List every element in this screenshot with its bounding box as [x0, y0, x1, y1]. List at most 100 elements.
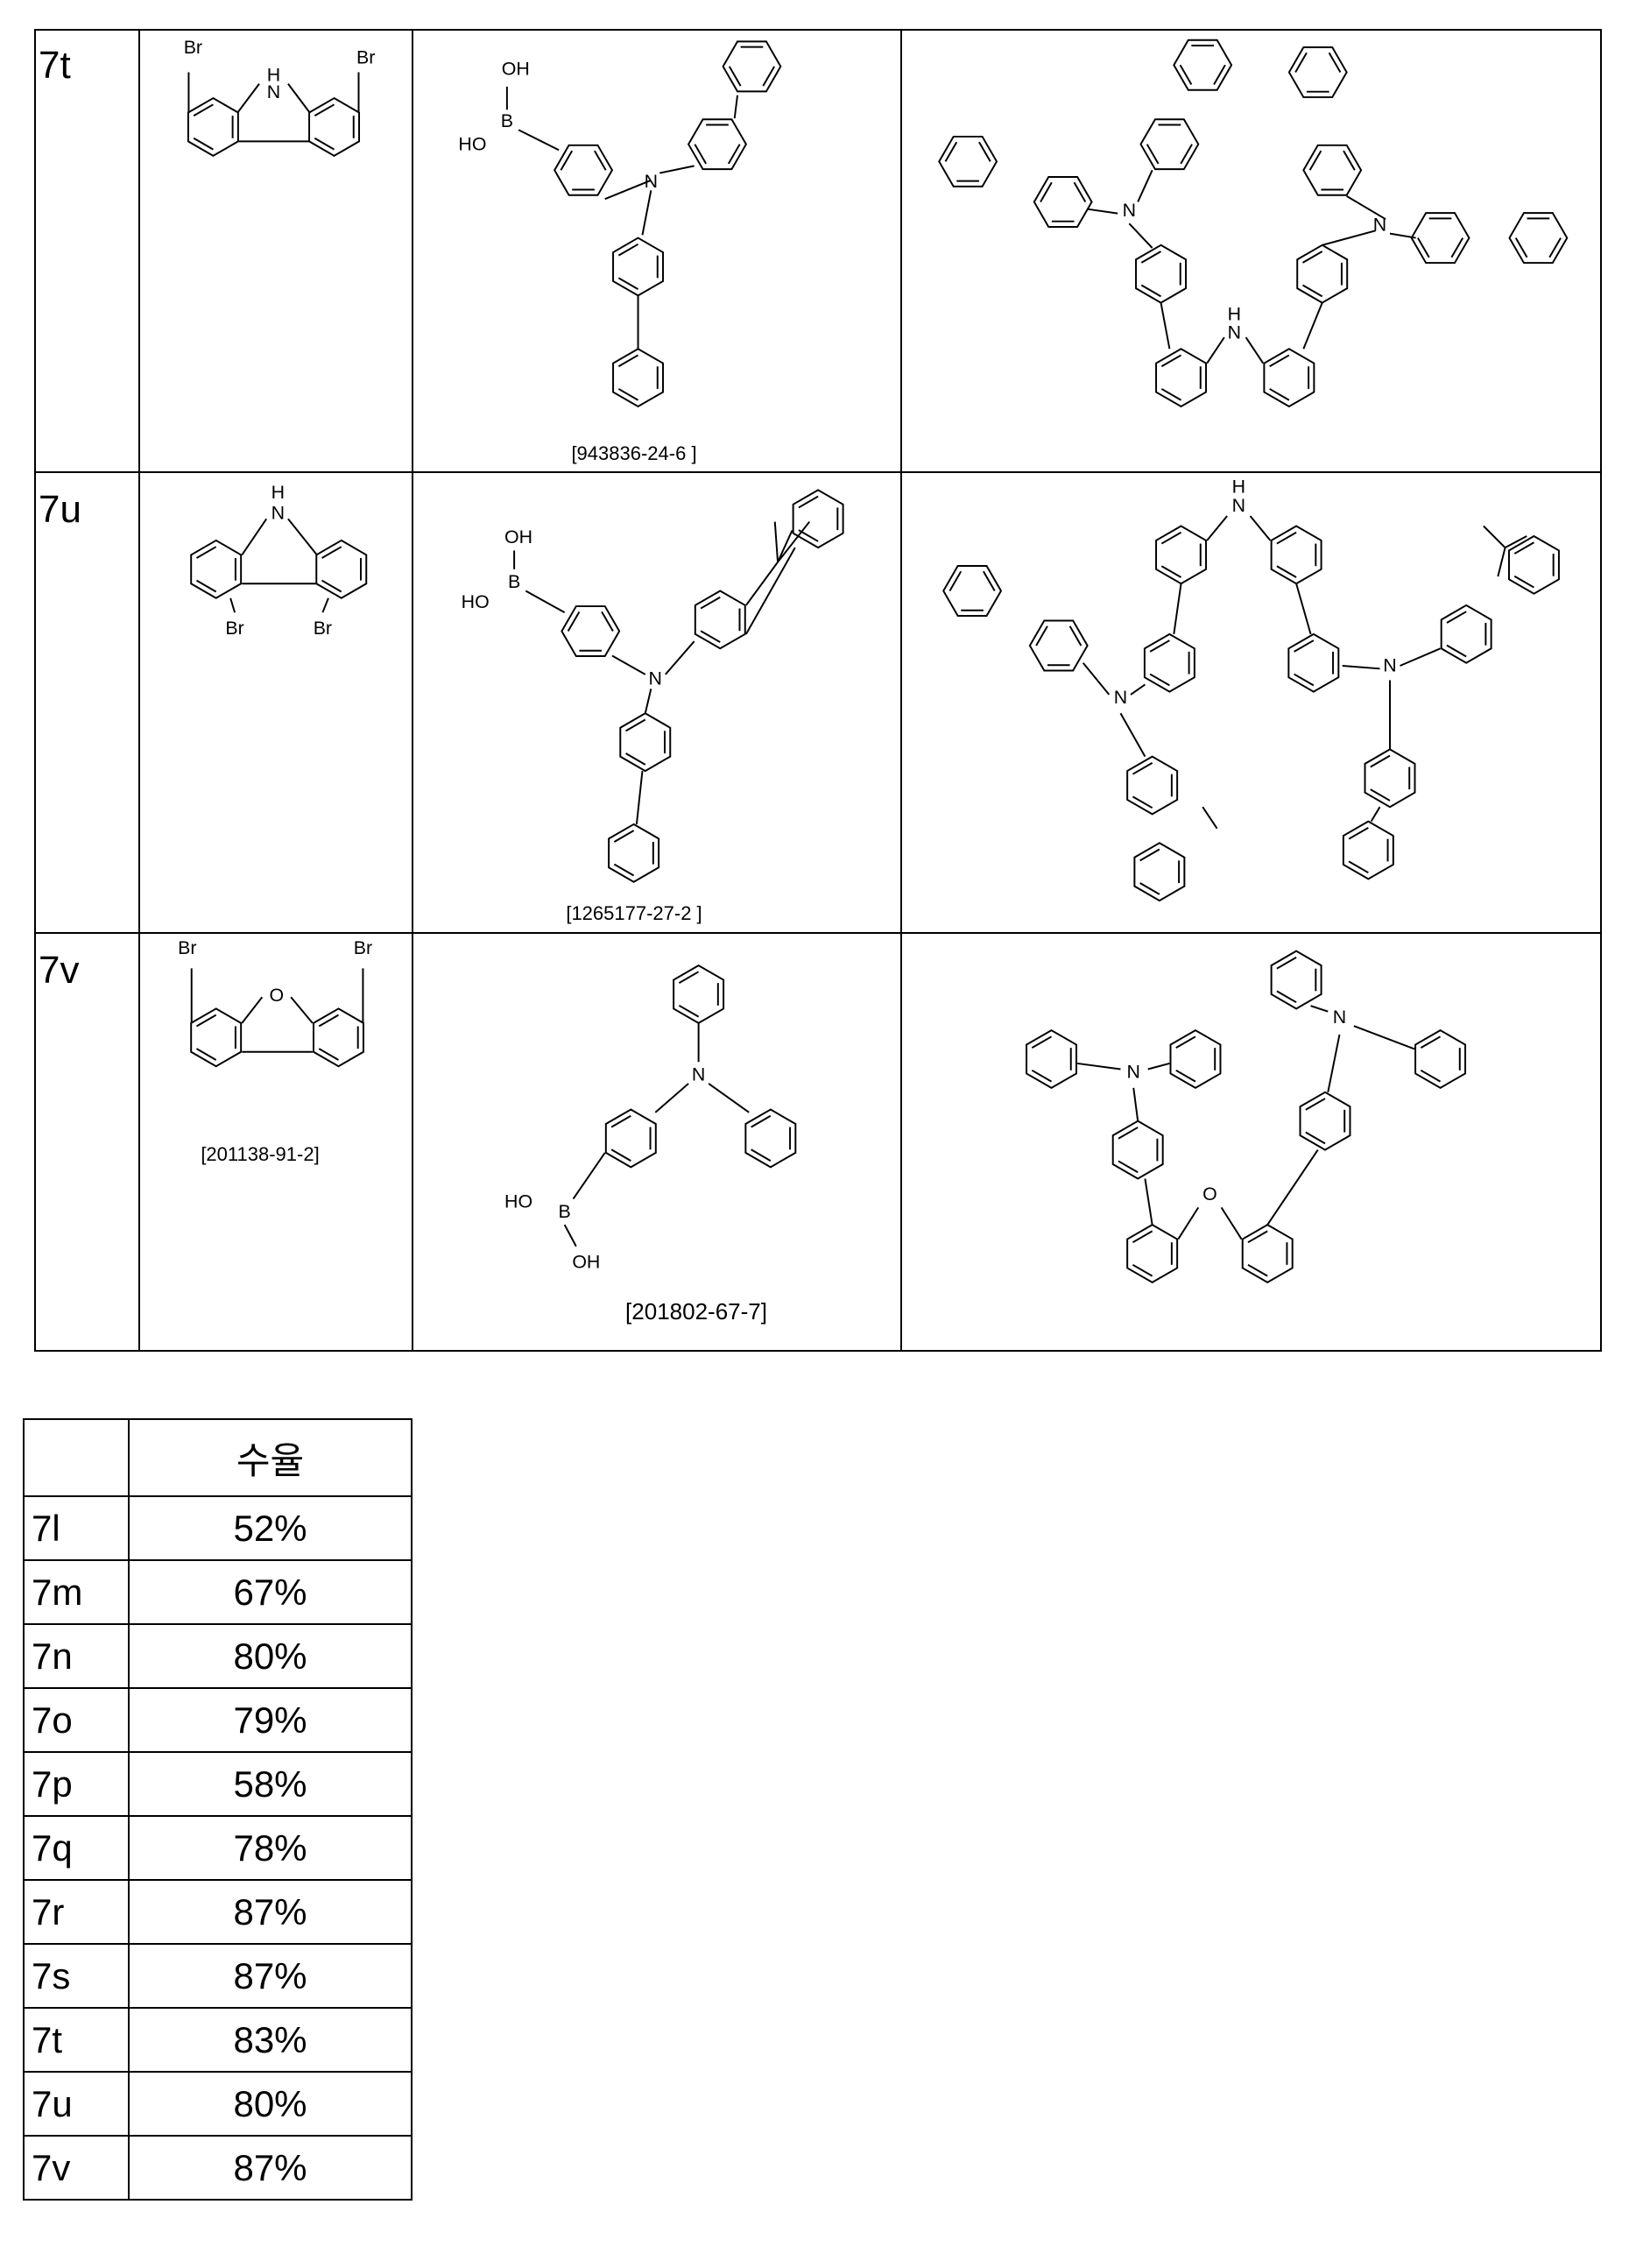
- yield-value: 52%: [129, 1496, 412, 1560]
- benzene-ring: [695, 591, 745, 649]
- benzene-ring: [1289, 47, 1347, 97]
- benzene-ring: [1026, 1030, 1076, 1088]
- double-bond: [1070, 626, 1082, 646]
- double-bond: [1418, 238, 1429, 258]
- double-bond: [1150, 640, 1169, 652]
- double-bond: [701, 597, 720, 609]
- bond: [666, 641, 695, 675]
- double-bond: [945, 142, 956, 161]
- bond: [1246, 337, 1264, 364]
- double-bond: [1516, 238, 1527, 258]
- benzene-ring: [1415, 1030, 1465, 1088]
- double-bond: [322, 547, 342, 558]
- double-bond: [1294, 675, 1314, 686]
- yield-row: 7m67%: [24, 1560, 412, 1624]
- double-bond: [1349, 828, 1368, 839]
- double-bond: [1343, 151, 1355, 170]
- double-bond: [1140, 883, 1160, 894]
- benzene-ring: [1510, 213, 1568, 263]
- atom-label: OH: [504, 526, 532, 548]
- double-bond: [319, 1015, 338, 1027]
- oxygen-label: O: [1202, 1183, 1217, 1205]
- bond: [1303, 303, 1322, 350]
- bond: [230, 598, 235, 612]
- bond: [291, 997, 313, 1023]
- benzene-ring: [613, 349, 663, 406]
- double-bond: [618, 278, 638, 289]
- bond: [655, 1084, 688, 1113]
- bond: [1207, 516, 1227, 541]
- benzene-ring: [554, 145, 612, 195]
- atom-label: N: [267, 81, 280, 102]
- benzene-ring: [1156, 349, 1206, 406]
- double-bond: [701, 631, 720, 642]
- double-bond: [1421, 1070, 1440, 1082]
- bond: [642, 190, 651, 235]
- double-bond: [1277, 533, 1296, 544]
- bond: [1250, 516, 1270, 541]
- benzene-ring: [1034, 177, 1092, 227]
- benzene-ring: [1509, 536, 1559, 594]
- benzene-ring: [1171, 1030, 1221, 1088]
- double-bond: [1302, 286, 1322, 297]
- double-bond: [1150, 675, 1169, 686]
- yield-value: 80%: [129, 2072, 412, 2136]
- benzene-ring: [745, 1110, 795, 1168]
- bond: [565, 1225, 576, 1247]
- atom-label: OH: [572, 1251, 600, 1272]
- bond: [1129, 223, 1152, 248]
- benzene-ring: [1243, 1225, 1293, 1282]
- benzene-ring: [1145, 634, 1195, 692]
- double-bond: [1371, 756, 1390, 767]
- double-bond: [984, 571, 995, 590]
- yield-row: 7t83%: [24, 2008, 412, 2072]
- yield-row: 7r87%: [24, 1880, 412, 1944]
- benzene-ring: [1156, 526, 1206, 583]
- yield-row: 7l52%: [24, 1496, 412, 1560]
- double-bond: [595, 151, 606, 170]
- double-bond: [196, 581, 215, 592]
- yield-row: 7p58%: [24, 1752, 412, 1816]
- double-bond: [1270, 355, 1289, 366]
- double-bond: [1161, 533, 1181, 544]
- compound-id: 7m: [24, 1560, 129, 1624]
- double-bond: [1306, 1133, 1325, 1144]
- compound-id: 7v: [24, 2136, 129, 2200]
- bond: [1174, 583, 1181, 634]
- double-bond: [979, 142, 991, 161]
- benzene-ring: [316, 541, 366, 598]
- atom-label: N: [1127, 1061, 1140, 1082]
- atom-label: OH: [502, 59, 530, 80]
- atom-label: B: [501, 110, 513, 131]
- double-bond: [1141, 251, 1160, 263]
- bond: [1222, 1207, 1242, 1239]
- atom-label: N: [1232, 495, 1245, 516]
- double-bond: [1075, 182, 1086, 201]
- bond: [1311, 1006, 1329, 1012]
- compound-id: 7u: [24, 2072, 129, 2136]
- compound-id: 7o: [24, 1688, 129, 1752]
- benzene-ring: [1113, 1121, 1163, 1179]
- double-bond: [1306, 1099, 1325, 1110]
- atom-label: N: [1383, 655, 1396, 676]
- compound-id: 7q: [24, 1816, 129, 1880]
- benzene-ring: [1301, 1092, 1350, 1150]
- bond: [1343, 666, 1380, 668]
- double-bond: [1214, 65, 1225, 84]
- yield-value: 79%: [129, 1688, 412, 1752]
- double-bond: [751, 1116, 771, 1127]
- double-bond: [196, 1049, 215, 1060]
- bond: [612, 656, 645, 675]
- double-bond: [194, 138, 213, 150]
- double-bond: [1514, 542, 1534, 554]
- double-bond: [618, 355, 638, 366]
- double-bond: [1132, 1265, 1152, 1276]
- benzene-ring: [1343, 822, 1393, 880]
- yield-header: 수율: [129, 1419, 412, 1496]
- double-bond: [194, 104, 213, 116]
- benzene-ring: [1140, 119, 1198, 169]
- double-bond: [695, 145, 706, 164]
- atom-label: HO: [504, 1191, 532, 1212]
- double-bond: [568, 611, 580, 631]
- double-bond: [614, 830, 633, 842]
